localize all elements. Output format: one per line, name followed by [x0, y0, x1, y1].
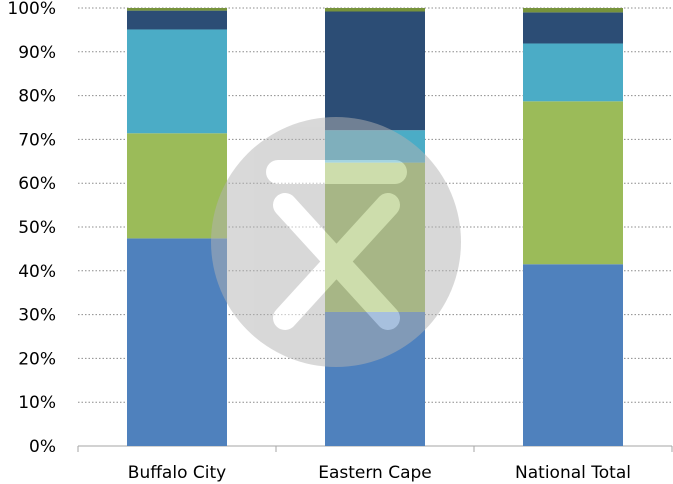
y-tick-label: 90% — [18, 43, 56, 63]
y-axis-tick-labels: 0% 10% 20% 30% 40% 50% 60% 70% 80% 90% 100% — [7, 0, 56, 457]
y-tick-label: 80% — [18, 87, 56, 107]
y-tick-label: 10% — [18, 393, 56, 413]
bar-segment — [325, 8, 425, 12]
y-tick-label: 30% — [18, 306, 56, 326]
bar-segment — [325, 11, 425, 131]
y-tick-label: 50% — [18, 218, 56, 238]
y-tick-label: 40% — [18, 262, 56, 282]
watermark-logo — [211, 117, 461, 367]
bar-segment — [523, 43, 623, 102]
x-category-label: Buffalo City — [128, 463, 226, 483]
bar-segment — [127, 10, 227, 30]
bar-segment — [523, 101, 623, 265]
bar-segment — [127, 133, 227, 239]
x-axis-category-labels: Buffalo City Eastern Cape National Total — [128, 463, 631, 483]
bar-segment — [127, 238, 227, 446]
bar-segment — [523, 8, 623, 13]
y-tick-label: 100% — [7, 0, 56, 19]
y-tick-label: 0% — [29, 437, 56, 457]
bar-segment — [523, 264, 623, 446]
bar-segment — [127, 29, 227, 134]
y-tick-label: 60% — [18, 174, 56, 194]
bar-segment — [523, 12, 623, 44]
x-category-label: Eastern Cape — [318, 463, 432, 483]
y-tick-label: 70% — [18, 130, 56, 150]
y-tick-label: 20% — [18, 349, 56, 369]
x-category-label: National Total — [515, 463, 631, 483]
bar-segment — [127, 8, 227, 11]
